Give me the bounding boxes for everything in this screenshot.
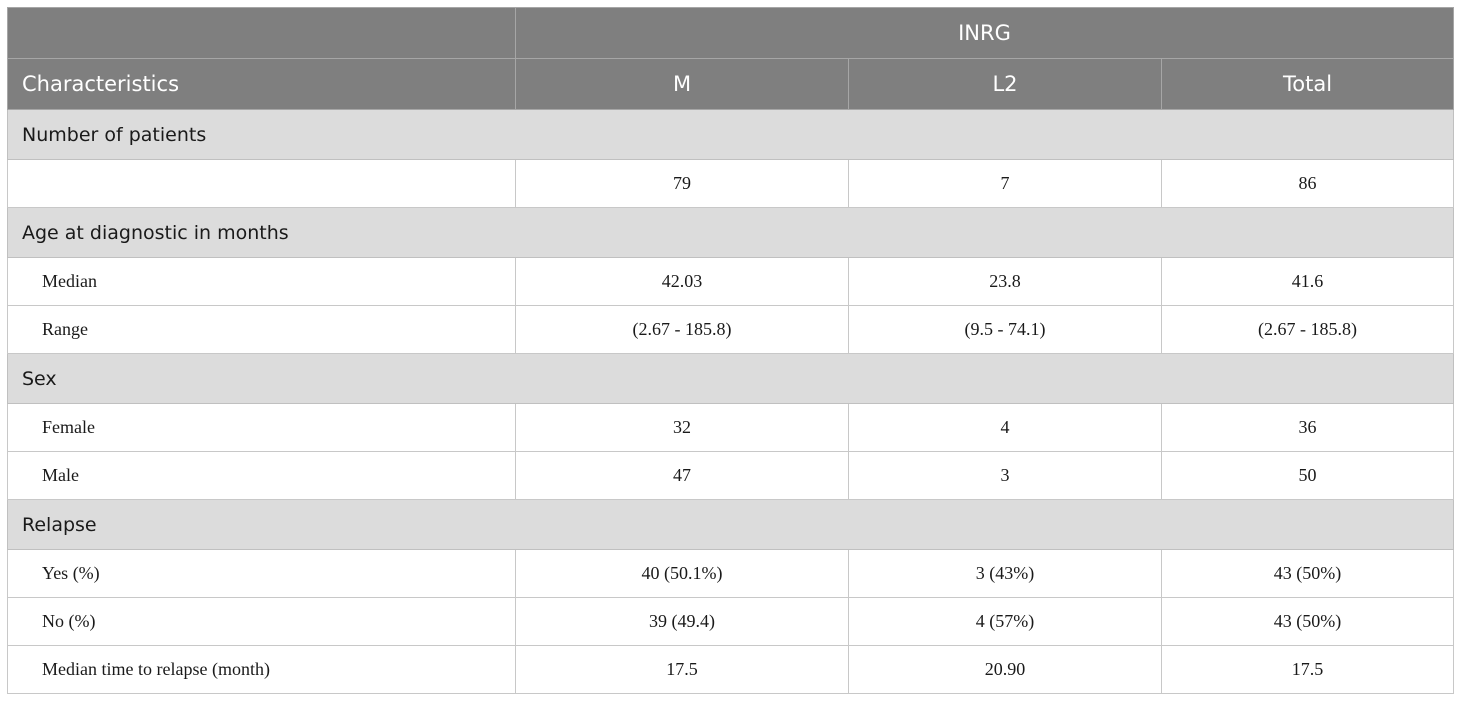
characteristics-table: INRG Characteristics M L2 Total Number o… — [6, 7, 1455, 694]
header-total: Total — [1160, 58, 1455, 110]
cell-total: 36 — [1160, 403, 1455, 452]
row-label: Yes (%) — [7, 549, 516, 598]
header-empty-cell — [7, 7, 516, 59]
cell-m: 47 — [515, 451, 849, 500]
cell-l2: 20.90 — [848, 645, 1162, 694]
table-row: Range (2.67 - 185.8) (9.5 - 74.1) (2.67 … — [7, 305, 1455, 354]
table-row: 79 7 86 — [7, 159, 1455, 208]
cell-total: 43 (50%) — [1160, 597, 1455, 646]
cell-l2: 4 — [848, 403, 1162, 452]
cell-l2: (9.5 - 74.1) — [848, 305, 1162, 354]
table-row: Female 32 4 36 — [7, 403, 1455, 452]
cell-m: 42.03 — [515, 257, 849, 306]
cell-l2: 4 (57%) — [848, 597, 1162, 646]
section-row: Age at diagnostic in months — [6, 207, 1455, 258]
cell-l2: 3 (43%) — [848, 549, 1162, 598]
table-row: Median time to relapse (month) 17.5 20.9… — [7, 645, 1455, 694]
header-m: M — [515, 58, 849, 110]
section-row: Number of patients — [6, 109, 1455, 160]
header-columns-row: Characteristics M L2 Total — [7, 58, 1455, 110]
row-label: Male — [7, 451, 516, 500]
table-row: Male 47 3 50 — [7, 451, 1455, 500]
cell-m: (2.67 - 185.8) — [515, 305, 849, 354]
header-characteristics: Characteristics — [7, 58, 516, 110]
cell-m: 17.5 — [515, 645, 849, 694]
cell-l2: 3 — [848, 451, 1162, 500]
header-group-inrg: INRG — [514, 7, 1455, 59]
section-title: Age at diagnostic in months — [6, 207, 1455, 258]
cell-l2: 23.8 — [848, 257, 1162, 306]
cell-m: 39 (49.4) — [515, 597, 849, 646]
cell-m: 79 — [515, 159, 849, 208]
cell-total: 86 — [1160, 159, 1455, 208]
row-label: Female — [7, 403, 516, 452]
table-row: Median 42.03 23.8 41.6 — [7, 257, 1455, 306]
header-l2: L2 — [848, 58, 1162, 110]
cell-l2: 7 — [848, 159, 1162, 208]
section-title: Relapse — [6, 499, 1455, 550]
row-label: Range — [7, 305, 516, 354]
cell-total: 43 (50%) — [1160, 549, 1455, 598]
row-label: Median — [7, 257, 516, 306]
cell-total: (2.67 - 185.8) — [1160, 305, 1455, 354]
cell-total: 17.5 — [1160, 645, 1455, 694]
row-label: Median time to relapse (month) — [7, 645, 516, 694]
cell-m: 32 — [515, 403, 849, 452]
cell-total: 50 — [1160, 451, 1455, 500]
row-label — [7, 159, 516, 208]
table-row: Yes (%) 40 (50.1%) 3 (43%) 43 (50%) — [7, 549, 1455, 598]
cell-total: 41.6 — [1160, 257, 1455, 306]
row-label: No (%) — [7, 597, 516, 646]
cell-m: 40 (50.1%) — [515, 549, 849, 598]
section-title: Sex — [6, 353, 1455, 404]
header-group-row: INRG — [7, 7, 1455, 59]
section-row: Relapse — [6, 499, 1455, 550]
section-title: Number of patients — [6, 109, 1455, 160]
table-row: No (%) 39 (49.4) 4 (57%) 43 (50%) — [7, 597, 1455, 646]
section-row: Sex — [6, 353, 1455, 404]
